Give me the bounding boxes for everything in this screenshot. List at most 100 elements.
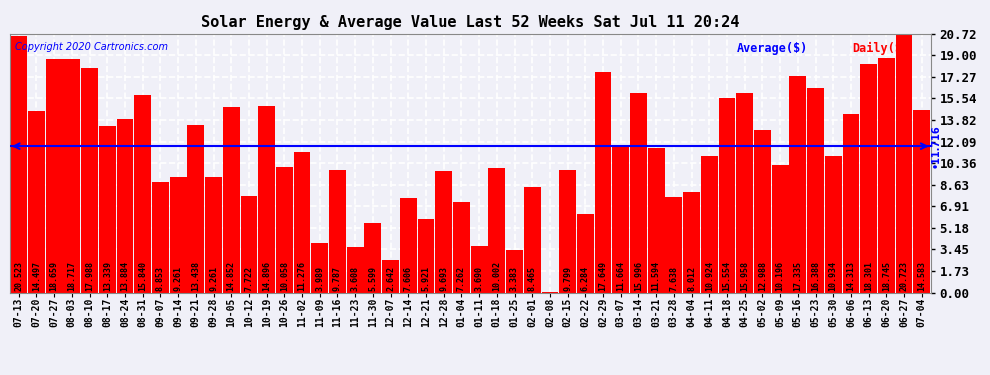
Text: 17.335: 17.335: [793, 261, 802, 291]
Bar: [63, 59, 80, 292]
Text: 11.276: 11.276: [298, 261, 307, 291]
Bar: [99, 126, 116, 292]
Bar: [258, 106, 275, 292]
Bar: [630, 93, 646, 292]
Text: 17.649: 17.649: [599, 261, 608, 291]
Bar: [346, 248, 363, 292]
Text: 7.722: 7.722: [245, 266, 253, 291]
Text: 15.958: 15.958: [741, 261, 749, 291]
Text: Daily($): Daily($): [852, 42, 910, 55]
Bar: [647, 148, 664, 292]
Text: •11.716: •11.716: [931, 124, 940, 168]
Bar: [577, 214, 594, 292]
Bar: [329, 170, 346, 292]
Text: 14.497: 14.497: [32, 261, 41, 291]
Bar: [223, 107, 240, 292]
Bar: [559, 170, 576, 292]
Text: 10.196: 10.196: [775, 261, 785, 291]
Text: 16.388: 16.388: [811, 261, 820, 291]
Bar: [117, 119, 134, 292]
Text: 10.002: 10.002: [492, 261, 501, 291]
Text: 13.339: 13.339: [103, 261, 112, 291]
Bar: [28, 111, 45, 292]
Text: 3.690: 3.690: [474, 266, 483, 291]
Bar: [400, 198, 417, 292]
Text: 15.554: 15.554: [723, 261, 732, 291]
Text: 5.921: 5.921: [422, 266, 431, 291]
Text: 13.438: 13.438: [191, 261, 200, 291]
Text: 6.284: 6.284: [581, 266, 590, 291]
Bar: [878, 58, 895, 292]
Bar: [825, 156, 842, 292]
Text: 8.853: 8.853: [155, 266, 165, 291]
Text: 10.058: 10.058: [280, 261, 289, 291]
Bar: [613, 147, 630, 292]
Bar: [205, 177, 222, 292]
Text: 8.012: 8.012: [687, 266, 696, 291]
Text: 12.988: 12.988: [758, 261, 767, 291]
Title: Solar Energy & Average Value Last 52 Weeks Sat Jul 11 20:24: Solar Energy & Average Value Last 52 Wee…: [201, 15, 740, 30]
Text: 18.301: 18.301: [864, 261, 873, 291]
Bar: [595, 72, 612, 292]
Text: 14.583: 14.583: [918, 261, 927, 291]
Text: 3.383: 3.383: [510, 266, 519, 291]
Text: 20.523: 20.523: [14, 261, 23, 291]
Bar: [860, 64, 877, 292]
Text: 2.642: 2.642: [386, 266, 395, 291]
Bar: [506, 250, 523, 292]
Bar: [470, 246, 487, 292]
Bar: [737, 93, 753, 292]
Bar: [152, 182, 169, 292]
Text: 17.988: 17.988: [85, 261, 94, 291]
Text: 10.924: 10.924: [705, 261, 714, 291]
Text: 9.799: 9.799: [563, 266, 572, 291]
Bar: [294, 152, 311, 292]
Text: 7.262: 7.262: [457, 266, 466, 291]
Text: 11.664: 11.664: [616, 261, 626, 291]
Text: 15.840: 15.840: [139, 261, 148, 291]
Text: 7.638: 7.638: [669, 266, 678, 291]
Text: 9.261: 9.261: [173, 266, 182, 291]
Bar: [187, 124, 204, 292]
Bar: [169, 177, 186, 292]
Text: 8.465: 8.465: [528, 266, 537, 291]
Bar: [135, 95, 151, 292]
Bar: [896, 34, 913, 292]
Text: 9.261: 9.261: [209, 266, 218, 291]
Bar: [719, 98, 736, 292]
Bar: [754, 130, 771, 292]
Text: 20.723: 20.723: [900, 261, 909, 291]
Bar: [81, 68, 98, 292]
Text: 3.608: 3.608: [350, 266, 359, 291]
Bar: [311, 243, 328, 292]
Bar: [241, 196, 257, 292]
Text: 7.606: 7.606: [404, 266, 413, 291]
Text: 15.996: 15.996: [634, 261, 643, 291]
Text: 11.594: 11.594: [651, 261, 660, 291]
Text: 13.884: 13.884: [121, 261, 130, 291]
Bar: [276, 167, 293, 292]
Text: 10.934: 10.934: [829, 261, 838, 291]
Bar: [46, 60, 62, 292]
Bar: [683, 192, 700, 292]
Bar: [488, 168, 505, 292]
Bar: [453, 202, 470, 292]
Bar: [10, 36, 27, 292]
Text: Average($): Average($): [738, 42, 809, 54]
Text: 9.693: 9.693: [440, 266, 448, 291]
Bar: [807, 88, 824, 292]
Text: 18.659: 18.659: [50, 261, 58, 291]
Bar: [701, 156, 718, 292]
Text: 14.896: 14.896: [262, 261, 271, 291]
Bar: [364, 223, 381, 292]
Text: 9.787: 9.787: [333, 266, 342, 291]
Bar: [789, 76, 806, 292]
Text: 14.852: 14.852: [227, 261, 236, 291]
Text: 18.717: 18.717: [67, 261, 76, 291]
Bar: [914, 110, 931, 292]
Text: 14.313: 14.313: [846, 261, 855, 291]
Bar: [524, 187, 541, 292]
Bar: [771, 165, 788, 292]
Bar: [418, 219, 435, 292]
Text: 18.745: 18.745: [882, 261, 891, 291]
